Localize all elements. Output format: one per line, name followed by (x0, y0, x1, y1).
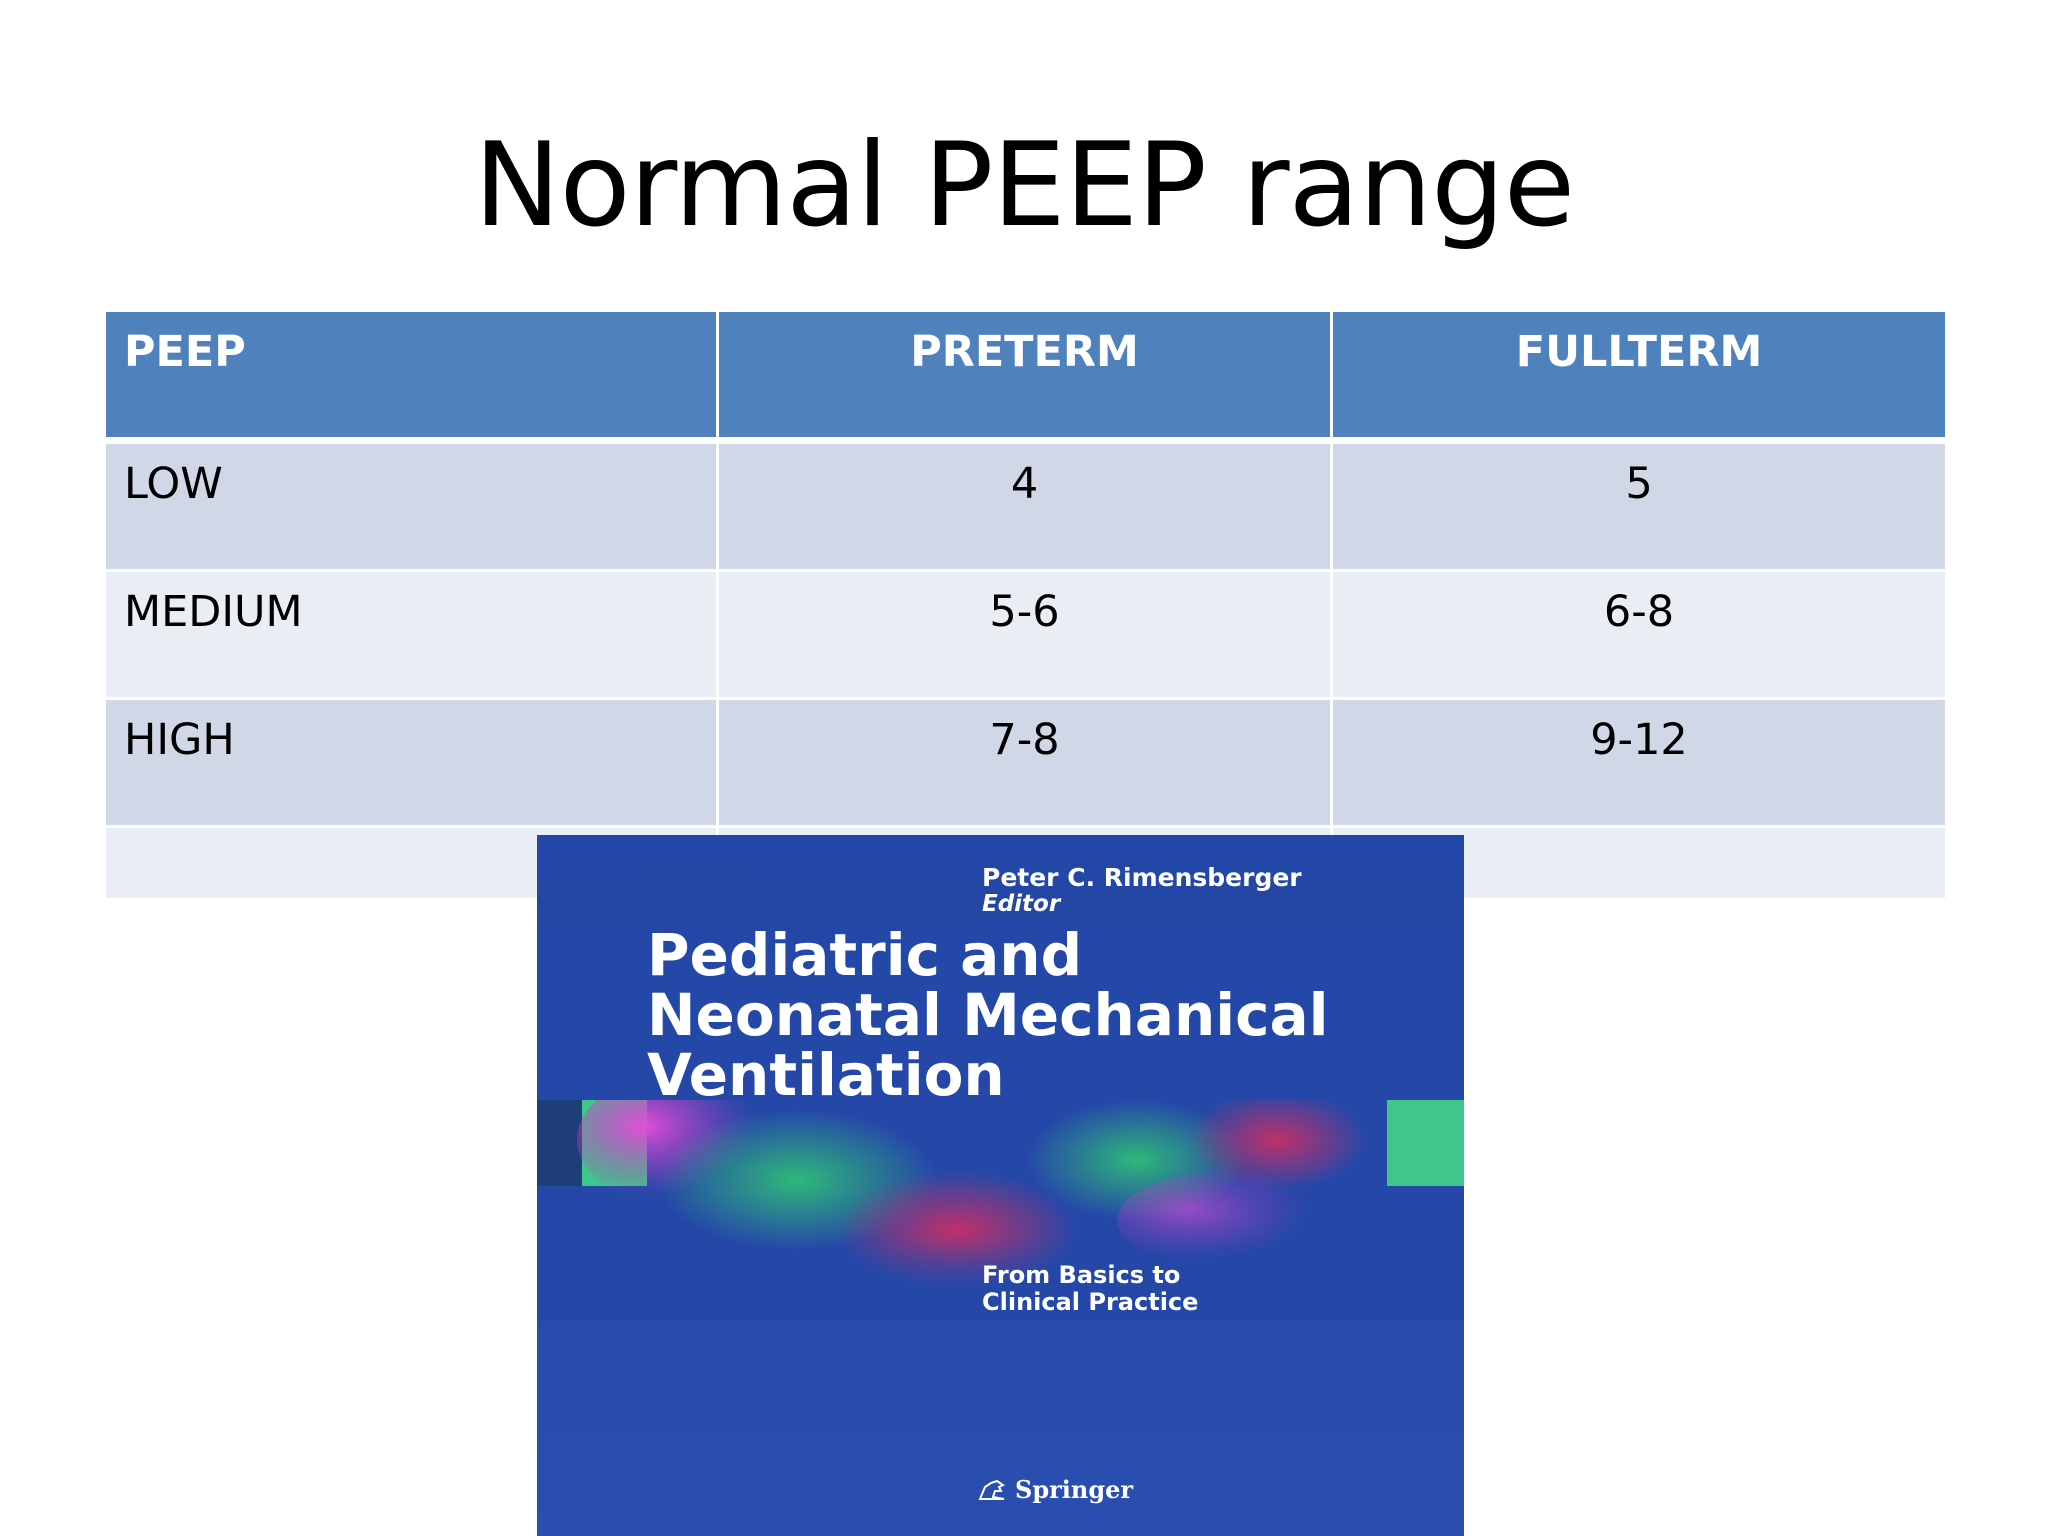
book-subtitle: From Basics to Clinical Practice (982, 1262, 1198, 1316)
book-subtitle-line: From Basics to (982, 1261, 1181, 1289)
book-title: Pediatric and Neonatal Mechanical Ventil… (647, 925, 1447, 1105)
book-editor-name: Peter C. Rimensberger (982, 863, 1302, 892)
table-row: HIGH 7-8 9-12 (103, 697, 1948, 828)
book-publisher: Springer (977, 1475, 1133, 1504)
springer-horse-icon (978, 1479, 1005, 1500)
row-label: LOW (103, 439, 719, 572)
book-title-line: Ventilation (647, 1041, 1005, 1109)
fullterm-value: 9-12 (1330, 697, 1948, 828)
preterm-value: 4 (716, 439, 1333, 572)
right-green-band (1387, 1100, 1464, 1186)
table-row: MEDIUM 5-6 6-8 (103, 569, 1948, 700)
publisher-name: Springer (1015, 1475, 1134, 1504)
book-title-line: Pediatric and (647, 921, 1083, 989)
table-header-row: PEEP PRETERM FULLTERM (103, 309, 1948, 444)
row-label: MEDIUM (103, 569, 719, 700)
book-editor-role: Editor (982, 891, 1061, 917)
preterm-value: 5-6 (716, 569, 1333, 700)
book-cover-image: Peter C. Rimensberger Editor (537, 835, 1464, 1536)
header-peep: PEEP (103, 309, 719, 444)
preterm-value: 7-8 (716, 697, 1333, 828)
row-label: HIGH (103, 697, 719, 828)
header-preterm: PRETERM (716, 309, 1333, 444)
header-fullterm: FULLTERM (1330, 309, 1948, 444)
book-title-line: Neonatal Mechanical (647, 981, 1329, 1049)
fullterm-value: 6-8 (1330, 569, 1948, 700)
slide-title: Normal PEEP range (473, 118, 1575, 253)
table-row: LOW 4 5 (103, 439, 1948, 572)
fullterm-value: 5 (1330, 439, 1948, 572)
book-subtitle-line: Clinical Practice (982, 1288, 1199, 1316)
peep-range-table: PEEP PRETERM FULLTERM LOW 4 5 MEDIUM 5-6… (103, 309, 1948, 901)
book-cover-artwork (537, 1100, 1464, 1320)
